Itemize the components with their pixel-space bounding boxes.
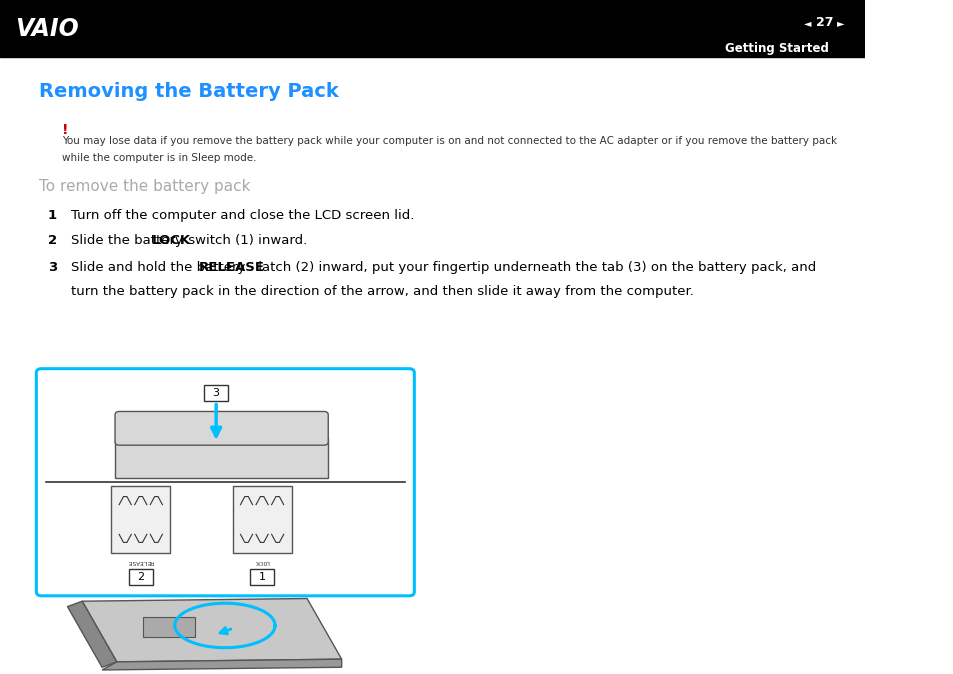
- FancyBboxPatch shape: [204, 385, 228, 401]
- Text: 27: 27: [815, 16, 832, 30]
- FancyBboxPatch shape: [250, 569, 274, 585]
- Text: 2: 2: [48, 234, 56, 247]
- Text: Getting Started: Getting Started: [724, 42, 828, 55]
- Text: Turn off the computer and close the LCD screen lid.: Turn off the computer and close the LCD …: [71, 209, 414, 222]
- Polygon shape: [82, 599, 341, 662]
- Text: RELEASE: RELEASE: [128, 559, 153, 563]
- FancyBboxPatch shape: [36, 369, 414, 596]
- Polygon shape: [68, 601, 116, 667]
- Text: Removing the Battery Pack: Removing the Battery Pack: [39, 82, 338, 101]
- Text: !: !: [62, 123, 69, 137]
- Polygon shape: [102, 659, 341, 670]
- Text: while the computer is in Sleep mode.: while the computer is in Sleep mode.: [62, 153, 256, 163]
- Text: LOCK: LOCK: [254, 559, 270, 563]
- FancyBboxPatch shape: [233, 486, 292, 553]
- Text: RELEASE: RELEASE: [199, 261, 265, 274]
- Text: 3: 3: [48, 261, 57, 274]
- Bar: [143, 617, 194, 637]
- Text: Slide the battery: Slide the battery: [71, 234, 187, 247]
- FancyBboxPatch shape: [115, 411, 328, 446]
- FancyBboxPatch shape: [112, 486, 170, 553]
- Text: 1: 1: [258, 572, 265, 582]
- Text: 1: 1: [48, 209, 56, 222]
- Text: turn the battery pack in the direction of the arrow, and then slide it away from: turn the battery pack in the direction o…: [71, 285, 693, 298]
- Text: switch (1) inward.: switch (1) inward.: [184, 234, 307, 247]
- Text: ◄: ◄: [803, 18, 811, 28]
- Text: You may lose data if you remove the battery pack while your computer is on and n: You may lose data if you remove the batt…: [62, 136, 837, 146]
- Text: LOCK: LOCK: [152, 234, 192, 247]
- Text: To remove the battery pack: To remove the battery pack: [39, 179, 250, 193]
- FancyBboxPatch shape: [129, 569, 152, 585]
- Bar: [0, 0, 864, 57]
- Text: latch (2) inward, put your fingertip underneath the tab (3) on the battery pack,: latch (2) inward, put your fingertip und…: [254, 261, 816, 274]
- Text: Slide and hold the battery: Slide and hold the battery: [71, 261, 250, 274]
- Text: ►: ►: [836, 18, 843, 28]
- Bar: [115, 439, 328, 478]
- Text: VAIO: VAIO: [15, 17, 79, 41]
- Text: 2: 2: [137, 572, 144, 582]
- Text: 3: 3: [213, 388, 219, 398]
